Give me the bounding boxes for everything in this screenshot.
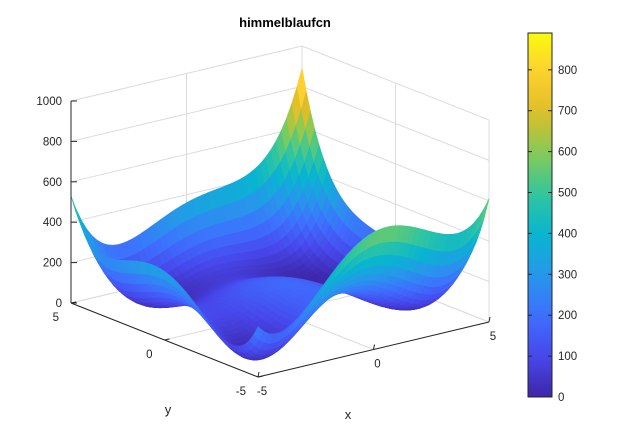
- colorbar-bar: [527, 32, 553, 398]
- colorbar: 0 100 200 300 400 500 600 700 800: [527, 32, 577, 404]
- surface-patch: [479, 198, 490, 227]
- y-tick: [164, 338, 170, 341]
- surface-plot: [70, 68, 490, 361]
- chart-title: himmelblaufcn: [239, 15, 331, 30]
- z-tick-label: 1000: [36, 96, 62, 108]
- colorbar-tick-label: 0: [558, 392, 564, 404]
- surface-patch: [81, 220, 92, 244]
- z-tick-label: 0: [56, 298, 62, 310]
- z-tick-label: 600: [43, 177, 62, 189]
- colorbar-tick-label: 400: [558, 228, 577, 240]
- z-tick-label: 200: [43, 258, 62, 270]
- x-tick-label: -5: [257, 386, 267, 398]
- colorbar-tick-label: 200: [558, 310, 577, 322]
- axes-foreground: -5 0 5 -5 0 5 0 200 400 600 800 1000 x y: [36, 96, 496, 422]
- colorbar-tick-label: 700: [558, 106, 577, 118]
- x-tick-label: 0: [374, 359, 380, 371]
- y-axis-label: y: [165, 402, 172, 417]
- colorbar-tick-label: 300: [558, 269, 577, 281]
- surface-patch: [253, 326, 264, 341]
- y-tick-label: -5: [236, 386, 246, 398]
- colorbar-tick-label: 500: [558, 188, 577, 200]
- x-tick: [257, 371, 260, 378]
- colorbar-tick-label: 100: [558, 351, 577, 363]
- y-tick-label: 5: [53, 312, 59, 324]
- y-tick-label: 0: [146, 349, 152, 361]
- colorbar-tick-label: 600: [558, 147, 577, 159]
- x-tick-label: 5: [490, 331, 496, 343]
- x-tick: [373, 344, 375, 350]
- x-axis-label: x: [345, 407, 352, 422]
- x-tick: [488, 316, 491, 323]
- z-tick-label: 400: [43, 217, 62, 229]
- y-tick: [257, 375, 264, 378]
- colorbar-tick-label: 800: [558, 65, 577, 77]
- z-tick-label: 800: [43, 136, 62, 148]
